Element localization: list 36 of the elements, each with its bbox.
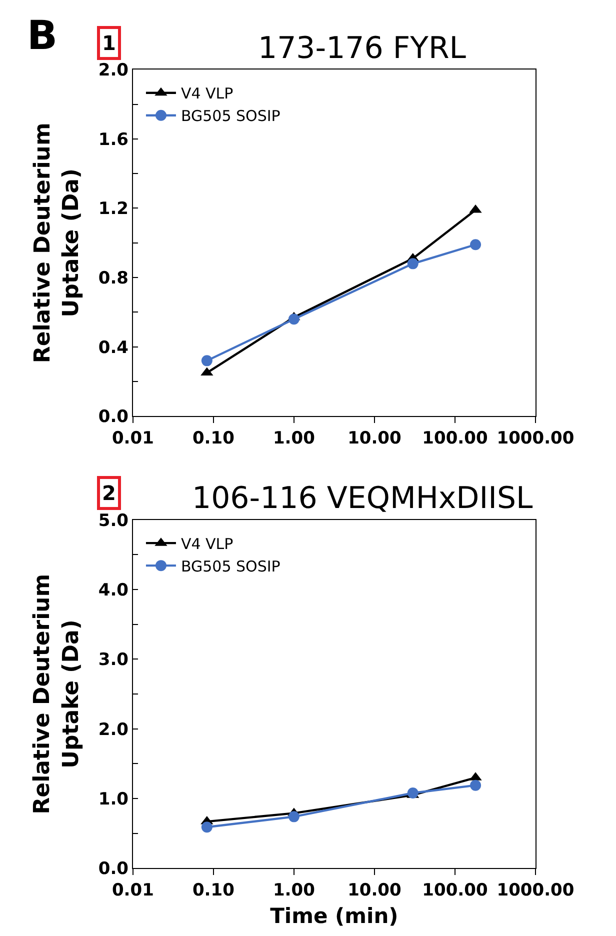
y-tick-label: 1.0 [98,790,129,810]
legend-label: BG505 SOSIP [180,107,280,126]
x-tick-label: 0.10 [192,880,235,901]
chart-title: 173-176 FYRL [258,31,466,66]
x-tick-label: 0.10 [192,428,235,449]
y-tick-label: 0.0 [98,407,129,428]
y-axis-title: Relative Deuterium Uptake (Da) [30,122,84,364]
x-tick-label: 0.01 [112,428,154,449]
text: 1 [102,31,116,55]
y-tick-label: 1.2 [98,199,129,220]
x-tick-label: 0.01 [112,880,154,901]
y-tick-label: 5.0 [98,510,129,531]
x-tick-label: 1000.00 [496,880,574,901]
y-tick-label: 0.4 [98,338,129,358]
x-tick-label: 100.00 [422,428,488,449]
y-tick-label: 1.6 [98,130,129,150]
x-tick-label: 1.00 [272,428,316,449]
x-tick-label: 1000.00 [496,428,574,449]
y-tick-label: 2.0 [98,60,129,81]
x-tick-label: 10.00 [348,428,402,449]
legend-label: V4 VLP [180,84,234,103]
text: B [27,13,58,59]
y-axis-title: Relative Deuterium Uptake (Da) [30,574,84,814]
y-tick-label: 3.0 [98,650,129,670]
x-tick-label: 100.00 [422,880,488,901]
y-tick-label: 4.0 [98,580,129,600]
legend-label: BG505 SOSIP [180,557,280,576]
x-tick-label: 1.00 [272,880,316,901]
y-tick-label: 2.0 [98,720,129,740]
x-tick-label: 10.00 [348,880,402,901]
y-tick-label: 0.8 [98,268,129,288]
y-tick-label: 0.0 [98,859,129,880]
chart-title: 106-116 VEQMHxDIISL [192,481,534,516]
x-axis-title: Time (min) [270,904,398,928]
text: 2 [102,481,116,505]
legend-label: V4 VLP [180,534,234,553]
